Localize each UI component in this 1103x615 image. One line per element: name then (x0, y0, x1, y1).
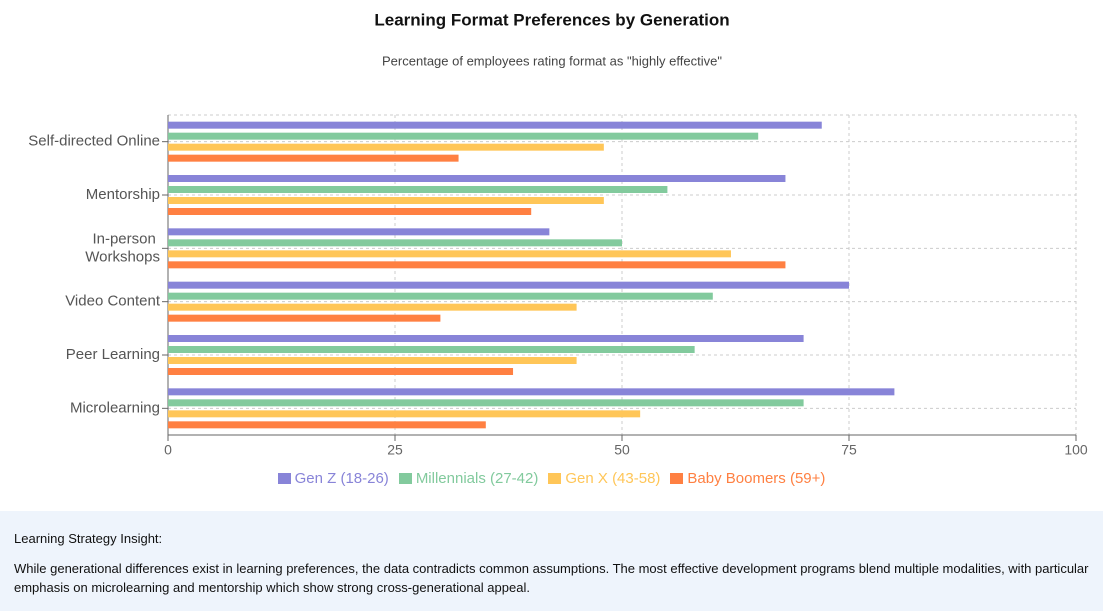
bar (168, 208, 532, 215)
legend-label: Baby Boomers (59+) (687, 470, 826, 487)
legend-item: Gen X (43-58) (548, 470, 660, 487)
y-tick-label: In-person Workshops (85, 230, 160, 265)
y-tick-label: Microlearning (70, 399, 160, 416)
bar (168, 303, 577, 311)
bar (168, 132, 759, 140)
insight-text: While generational differences exist in … (14, 561, 1089, 595)
bar (168, 368, 514, 375)
legend-item: Baby Boomers (59+) (670, 470, 825, 487)
bar (168, 335, 804, 342)
bar (168, 346, 695, 353)
legend-swatch (670, 473, 684, 484)
legend-label: Gen Z (18-26) (294, 470, 389, 487)
bar (168, 250, 731, 258)
x-tick-label: 50 (614, 442, 630, 458)
legend-item: Millennials (27-42) (398, 470, 539, 487)
legend-swatch (548, 473, 562, 484)
bar (168, 399, 804, 407)
bar (168, 410, 641, 418)
y-tick-label: Peer Learning (66, 346, 160, 363)
legend-item: Gen Z (18-26) (277, 470, 389, 487)
x-tick-label: 75 (841, 442, 857, 458)
x-tick-label: 25 (387, 442, 403, 458)
chart: Learning Format Preferences by Generatio… (28, 10, 1088, 458)
legend-label: Gen X (43-58) (565, 470, 661, 487)
y-tick-label: Self-directed Online (28, 133, 160, 150)
bar (168, 186, 668, 193)
bar (168, 175, 786, 182)
legend-label: Millennials (27-42) (415, 470, 539, 487)
legend-swatch (398, 473, 412, 484)
bar (168, 154, 459, 162)
bar (168, 357, 577, 364)
insight-panel: Learning Strategy Insight: While generat… (0, 511, 1103, 611)
bar (168, 121, 822, 129)
x-tick-label: 100 (1064, 442, 1088, 458)
bar (168, 421, 486, 429)
x-tick-label: 0 (164, 442, 172, 458)
bar (168, 281, 849, 289)
bar (168, 143, 604, 151)
legend-swatch (277, 473, 291, 484)
bar (168, 292, 713, 300)
bar (168, 314, 441, 322)
bar (168, 388, 895, 396)
bar (168, 261, 786, 269)
y-tick-label: Video Content (65, 293, 161, 310)
chart-subtitle: Percentage of employees rating format as… (382, 53, 722, 68)
bar (168, 228, 550, 236)
bar (168, 197, 604, 204)
insight-title: Learning Strategy Insight: (14, 531, 163, 546)
y-tick-label: Mentorship (86, 186, 160, 203)
bar (168, 239, 622, 247)
legend: Gen Z (18-26) Millennials (27-42) Gen X (4… (0, 470, 1103, 487)
chart-title: Learning Format Preferences by Generatio… (374, 10, 729, 29)
